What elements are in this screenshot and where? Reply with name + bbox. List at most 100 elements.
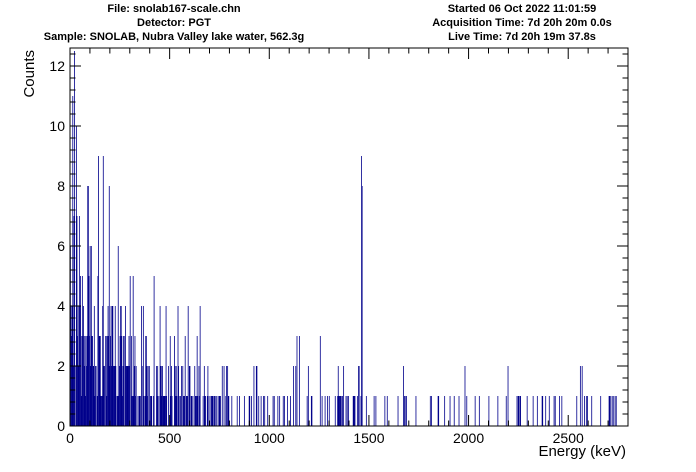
histogram-bar [148, 366, 150, 426]
histogram-bar [223, 366, 225, 426]
histogram-bar [163, 396, 165, 426]
histogram-bar [199, 396, 200, 426]
histogram-bar [253, 366, 255, 426]
histogram-bar [182, 366, 184, 426]
histogram-bar [83, 366, 85, 426]
histogram-bar [126, 366, 127, 426]
histogram-bar [118, 396, 120, 426]
histogram-bar [204, 396, 206, 426]
histogram-bar [103, 366, 105, 426]
histogram-bar [181, 366, 182, 426]
histogram-bar [345, 396, 347, 426]
histogram-bar [404, 396, 406, 426]
histogram-bar [125, 366, 127, 426]
histogram-bar [158, 396, 160, 426]
histogram-bar [87, 186, 89, 426]
histogram-bar [84, 396, 86, 426]
histogram-bar [207, 366, 209, 426]
histogram-bar [284, 396, 285, 426]
histogram-bar [175, 396, 177, 426]
histogram-bar [273, 396, 275, 426]
histogram-bar [107, 306, 109, 426]
histogram-bar [343, 366, 345, 426]
histogram-bar [208, 396, 210, 426]
histogram-bar [175, 366, 177, 426]
histogram-bar [90, 366, 92, 426]
histogram-bar [334, 396, 336, 426]
header-live: Live Time: 7d 20h 19m 37.8s [448, 31, 596, 43]
histogram-bar [338, 396, 340, 426]
histogram-bar [579, 366, 581, 426]
histogram-bar [337, 366, 339, 426]
histogram-bar [139, 396, 141, 426]
histogram-bar [591, 396, 593, 426]
histogram-bar [107, 336, 108, 426]
histogram-bar [73, 216, 75, 426]
histogram-bar [505, 396, 507, 426]
histogram-bar [191, 396, 193, 426]
histogram-bar [306, 396, 308, 426]
histogram-bar [120, 306, 122, 426]
histogram-bar [142, 306, 144, 426]
histogram-bar [282, 396, 284, 426]
header-sample: Sample: SNOLAB, Nubra Valley lake water,… [43, 31, 305, 43]
histogram-bar [339, 396, 341, 426]
histogram-bar [104, 366, 105, 426]
histogram-bar [92, 336, 93, 426]
histogram-bar [143, 396, 145, 426]
histogram-bar [353, 396, 355, 426]
histogram-bar [548, 396, 550, 426]
histogram-bar [214, 396, 216, 426]
histogram-bar [150, 396, 152, 426]
axis-ticks: 0 500 1000 1500 2000 2500 0 2 4 6 8 10 12 [49, 48, 629, 446]
histogram-bar [128, 336, 130, 426]
histogram-bar [195, 396, 197, 426]
histogram-bar [536, 396, 538, 426]
histogram-bar [609, 396, 611, 426]
histogram-bar [356, 396, 358, 426]
histogram-bar [353, 396, 355, 426]
histogram-bar [102, 156, 104, 426]
histogram-bar [99, 336, 101, 426]
histogram-bar [474, 396, 476, 426]
histogram-bar [541, 396, 543, 426]
histogram-bar [131, 396, 133, 426]
histogram-bar [213, 396, 215, 426]
histogram-bar [518, 396, 520, 426]
y-tick-label: 8 [57, 178, 65, 194]
histogram-bar [211, 396, 212, 426]
histogram-bar [466, 396, 468, 426]
histogram-bar [98, 156, 99, 426]
histogram-bar [608, 396, 610, 426]
histogram-bar [119, 336, 121, 426]
histogram-bar [108, 336, 110, 426]
histogram-bar [542, 396, 544, 426]
histogram-bar [119, 366, 120, 426]
histogram-bar [96, 396, 98, 426]
histogram-bar [258, 396, 260, 426]
histogram-bar [161, 396, 163, 426]
histogram-bar [86, 336, 88, 426]
histogram-bar [225, 396, 227, 426]
histogram-bar [581, 366, 583, 426]
histogram-bar [488, 396, 490, 426]
y-tick-label: 4 [57, 298, 65, 314]
histogram-bar [437, 396, 439, 426]
histogram-bar [124, 336, 126, 426]
histogram-bar [171, 396, 173, 426]
histogram-bar [519, 396, 521, 426]
x-tick-label: 0 [66, 430, 74, 446]
histogram-bar [112, 306, 114, 426]
histogram-bar [516, 396, 518, 426]
header-detector: Detector: PGT [137, 17, 211, 29]
histogram-bar [293, 366, 294, 426]
histogram-bar [110, 336, 111, 426]
histogram-bar [129, 366, 130, 426]
histogram-bar [298, 336, 300, 426]
histogram-bar [449, 396, 451, 426]
histogram-bar [584, 396, 585, 426]
histogram-bar [196, 336, 198, 426]
histogram-bar [415, 396, 417, 426]
histogram-bar [101, 396, 103, 426]
histogram-bar [188, 366, 190, 426]
